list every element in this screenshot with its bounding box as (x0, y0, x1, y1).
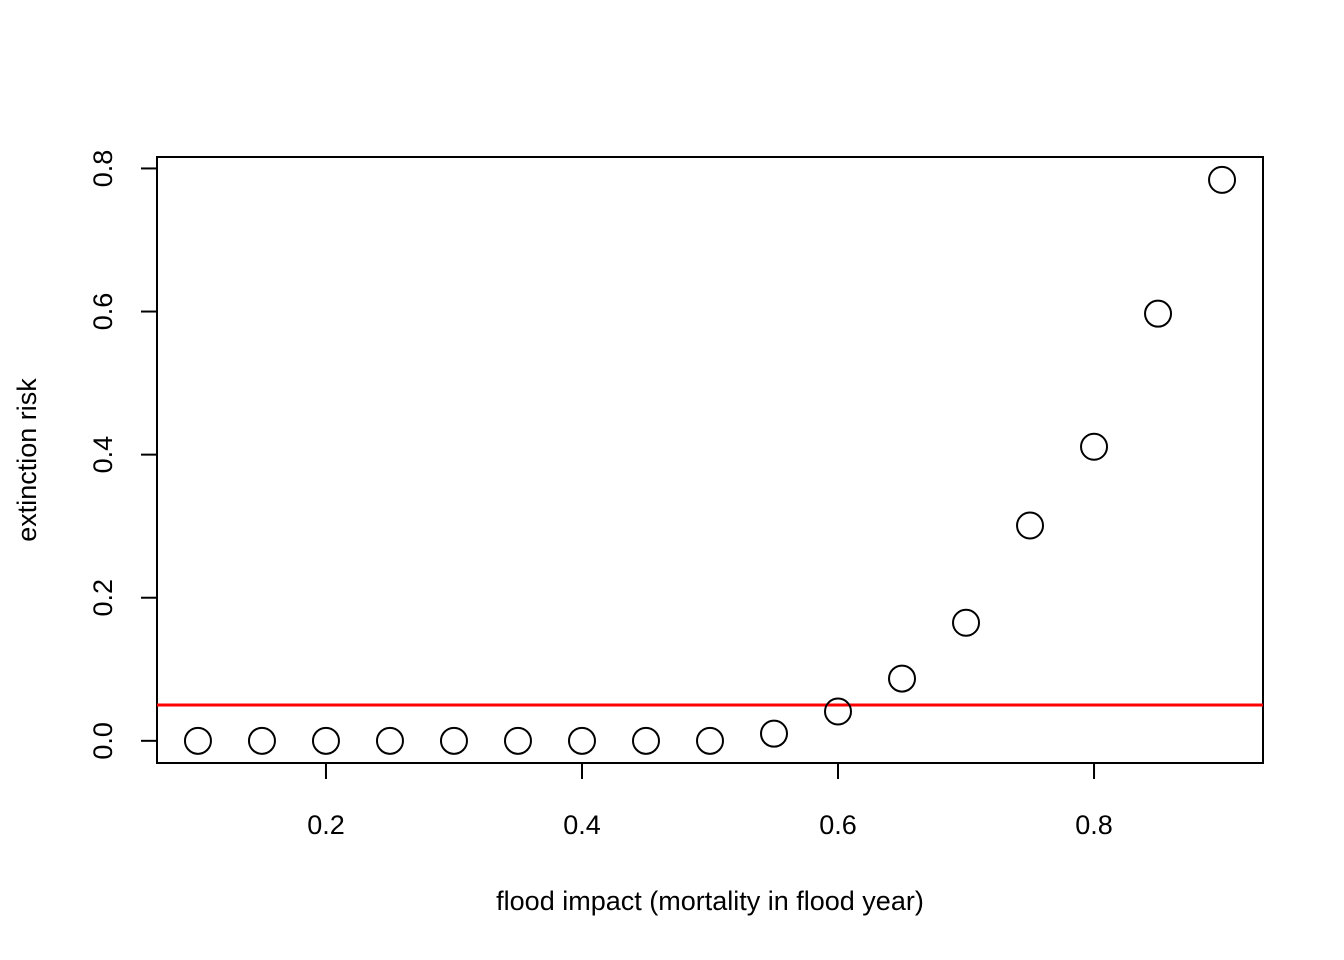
data-point (824, 697, 853, 726)
data-point (439, 726, 468, 755)
y-tick-label: 0.4 (88, 436, 118, 474)
y-tick-label: 0.0 (88, 722, 118, 760)
x-axis-title: flood impact (mortality in flood year) (496, 886, 924, 916)
data-point (503, 726, 532, 755)
y-axis-title: extinction risk (12, 378, 42, 542)
data-point (952, 608, 981, 637)
plot-frame (156, 156, 1264, 764)
data-point (247, 726, 276, 755)
data-point (311, 726, 340, 755)
data-point (1144, 299, 1173, 328)
data-point (1208, 165, 1237, 194)
x-axis: 0.2 0.4 0.6 0.8 (307, 763, 1113, 840)
y-tick-label: 0.8 (88, 150, 118, 188)
data-point (183, 726, 212, 755)
x-tick-label: 0.6 (819, 810, 857, 840)
data-point (631, 726, 660, 755)
x-tick-label: 0.8 (1075, 810, 1113, 840)
data-points (183, 165, 1237, 755)
x-tick-label: 0.2 (307, 810, 345, 840)
data-point (888, 664, 917, 693)
y-axis: 0.0 0.2 0.4 0.6 0.8 (88, 150, 157, 760)
y-tick-label: 0.2 (88, 579, 118, 617)
y-tick-label: 0.6 (88, 293, 118, 331)
data-point (760, 719, 789, 748)
data-point (375, 726, 404, 755)
data-point (696, 726, 724, 755)
data-point (567, 726, 596, 755)
data-point (1016, 511, 1045, 540)
x-tick-label: 0.4 (563, 810, 601, 840)
data-point (1080, 432, 1109, 461)
